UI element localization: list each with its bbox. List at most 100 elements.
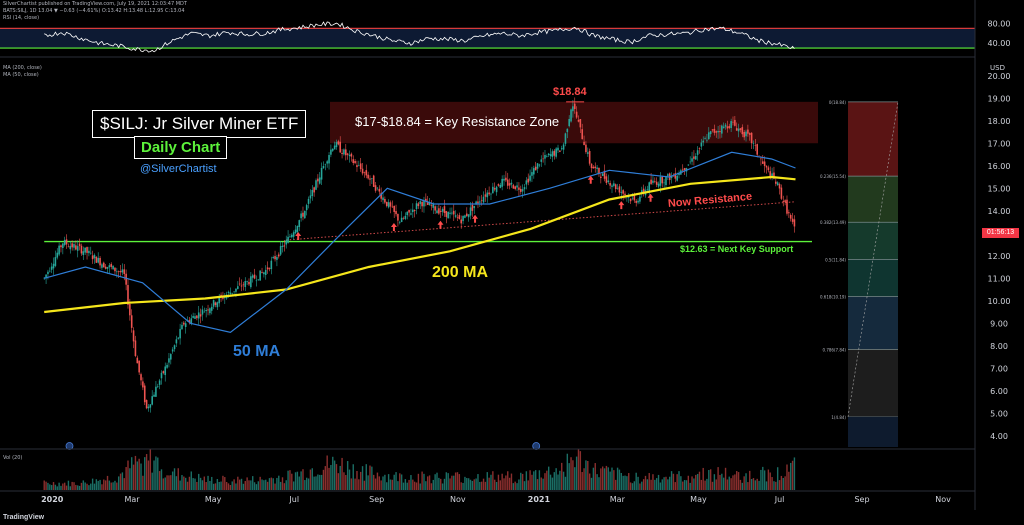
volume-bar xyxy=(428,475,431,490)
candle-body xyxy=(145,400,148,409)
candle-body xyxy=(743,132,745,138)
volume-bar xyxy=(423,473,425,490)
candle-body xyxy=(132,330,135,342)
candle-body xyxy=(694,155,697,160)
candle-body xyxy=(780,187,783,199)
volume-bar xyxy=(58,482,60,490)
candle-body xyxy=(346,153,349,155)
rsi-tick-label: 80.00 xyxy=(988,19,1011,28)
candle-body xyxy=(75,245,77,250)
volume-bar xyxy=(263,480,265,490)
volume-bar xyxy=(490,474,492,490)
candle-body xyxy=(123,269,126,275)
candle-body xyxy=(501,178,503,187)
candle-body xyxy=(724,124,727,127)
volume-bar xyxy=(702,467,704,490)
volume-bar xyxy=(685,480,688,490)
volume-bar xyxy=(598,477,600,490)
volume-bar xyxy=(253,482,256,490)
volume-bar xyxy=(579,451,582,490)
volume-bar xyxy=(484,481,487,490)
volume-bar xyxy=(706,478,708,490)
candle-body xyxy=(596,167,598,169)
candle-body xyxy=(441,208,444,212)
volume-bar xyxy=(356,470,358,490)
volume-bar xyxy=(402,482,405,490)
candle-body xyxy=(261,272,263,273)
candle-body xyxy=(60,245,62,248)
ma50-line xyxy=(44,151,796,333)
volume-bar xyxy=(302,469,304,490)
volume-bar xyxy=(164,477,166,490)
publish-info: SilverChartist published on TradingView.… xyxy=(3,1,187,7)
candle-body xyxy=(460,219,463,224)
candle-body xyxy=(168,358,170,363)
volume-bar xyxy=(590,477,593,490)
volume-bar xyxy=(696,473,699,490)
volume-bar xyxy=(387,474,390,490)
volume-bar xyxy=(123,478,125,490)
candle-body xyxy=(374,185,377,191)
candle-body xyxy=(540,159,543,162)
candle-body xyxy=(127,285,129,305)
candle-body xyxy=(354,160,356,164)
volume-bar xyxy=(670,471,673,490)
volume-bar xyxy=(345,475,347,490)
volume-bar xyxy=(464,476,466,490)
volume-bar xyxy=(201,480,204,490)
volume-bar xyxy=(486,472,488,490)
volume-bar xyxy=(585,460,587,490)
volume-bar xyxy=(482,478,485,490)
candle-body xyxy=(763,161,766,166)
volume-bar xyxy=(495,482,498,490)
candle-body xyxy=(499,184,502,188)
candle-body xyxy=(212,300,215,307)
volume-bar xyxy=(151,472,153,490)
volume-bar xyxy=(711,481,714,490)
candle-body xyxy=(559,150,561,152)
candle-body xyxy=(786,199,788,214)
candle-body xyxy=(439,210,442,212)
candle-body xyxy=(492,186,494,194)
candle-body xyxy=(553,150,556,156)
volume-bar xyxy=(367,475,369,490)
candle-body xyxy=(143,385,146,403)
volume-bar xyxy=(460,482,462,490)
volume-bar xyxy=(97,480,99,490)
volume-bar xyxy=(754,480,757,490)
volume-bar xyxy=(138,458,140,490)
x-tick-label: May xyxy=(205,495,222,504)
volume-bar xyxy=(691,476,693,490)
candle-body xyxy=(546,156,548,157)
candle-body xyxy=(687,164,690,166)
candle-body xyxy=(637,200,639,203)
candle-body xyxy=(170,354,172,360)
volume-bar xyxy=(583,468,585,490)
volume-bar xyxy=(207,475,209,490)
candle-body xyxy=(739,128,742,130)
candle-body xyxy=(156,386,159,387)
candle-body xyxy=(294,229,297,234)
candle-body xyxy=(238,283,241,285)
volume-bar xyxy=(363,480,366,490)
candle-body xyxy=(365,170,368,176)
candle-body xyxy=(80,245,83,254)
volume-bar xyxy=(631,483,634,490)
volume-bar xyxy=(190,471,192,490)
up-arrow xyxy=(437,220,444,229)
candle-body xyxy=(179,328,181,339)
volume-bar xyxy=(116,482,118,490)
volume-bar xyxy=(527,480,529,490)
volume-bar xyxy=(741,482,744,490)
volume-bar xyxy=(397,481,399,490)
candle-body xyxy=(464,215,466,218)
volume-bar xyxy=(198,473,200,490)
candle-body xyxy=(229,292,232,295)
candle-body xyxy=(322,165,325,169)
volume-bar xyxy=(773,481,775,490)
fib-label: 0.786(7.84) xyxy=(823,347,847,352)
candle-body xyxy=(289,236,291,238)
candle-body xyxy=(330,149,332,155)
candle-body xyxy=(529,175,531,181)
